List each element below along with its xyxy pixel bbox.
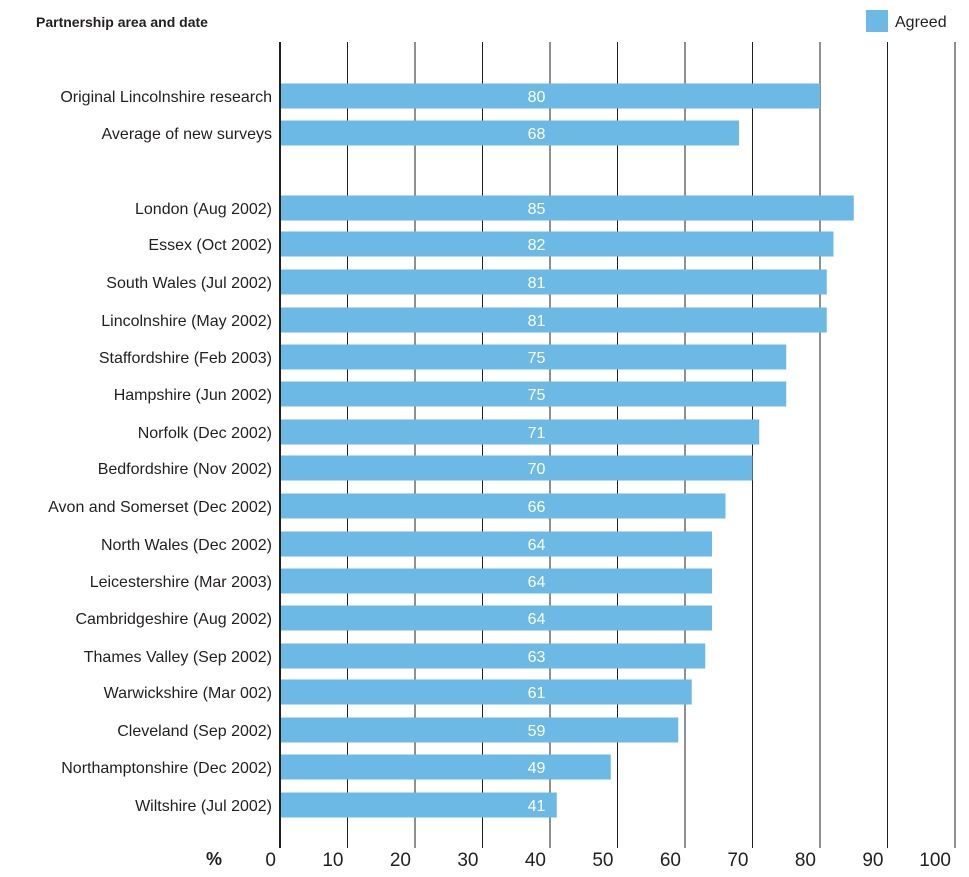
x-tick-label-20: 20 (390, 850, 411, 871)
x-tick-label-70: 70 (727, 850, 748, 871)
bar-value-label: 70 (528, 461, 546, 478)
chart-title: Partnership area and date (36, 14, 208, 30)
bar-value-label: 64 (528, 611, 546, 628)
category-label: Avon and Somerset (Dec 2002) (48, 499, 272, 516)
bar-north-wales-dec-2002 (281, 531, 712, 557)
bar-value-label: 41 (528, 798, 546, 815)
bar-lincolnshire-may-2002 (281, 307, 827, 333)
bar-value-label: 63 (528, 649, 546, 666)
category-label: Thames Valley (Sep 2002) (84, 649, 272, 666)
bar-bedfordshire-nov-2002 (281, 455, 753, 481)
bar-value-label: 68 (528, 126, 546, 143)
category-label: Hampshire (Jun 2002) (114, 387, 272, 404)
x-tick-label-90: 90 (862, 850, 883, 871)
category-label: Northamptonshire (Dec 2002) (61, 760, 272, 777)
bar-cambridgeshire-aug-2002 (281, 605, 712, 631)
category-label: Norfolk (Dec 2002) (138, 425, 272, 442)
legend-swatch-agreed (866, 10, 888, 32)
category-label: Cleveland (Sep 2002) (117, 723, 272, 740)
bar-value-label: 64 (528, 574, 546, 591)
bar-value-label: 75 (528, 350, 546, 367)
bar-value-label: 61 (528, 685, 546, 702)
legend-label-agreed: Agreed (895, 14, 947, 31)
bar-value-label: 59 (528, 723, 546, 740)
bar-value-label: 81 (528, 313, 546, 330)
category-label: London (Aug 2002) (135, 201, 272, 218)
bar-value-label: 66 (528, 499, 546, 516)
category-label: North Wales (Dec 2002) (101, 537, 272, 554)
x-tick-label-40: 40 (525, 850, 546, 871)
bar-hampshire-jun-2002 (281, 381, 787, 407)
bar-value-label: 64 (528, 537, 546, 554)
x-tick-label-30: 30 (457, 850, 478, 871)
x-tick-label-80: 80 (795, 850, 816, 871)
bars: 80 68 85 82 81 81 75 75 71 70 66 64 64 64 63 61 59 49 41 (281, 83, 854, 818)
bar-staffordshire-feb-2003 (281, 344, 787, 370)
category-label: Original Lincolnshire research (60, 89, 272, 106)
category-label: Essex (Oct 2002) (148, 237, 272, 254)
bar-warwickshire-mar-002 (281, 679, 692, 705)
bar-original-lincolnshire-research (281, 83, 820, 109)
bar-value-label: 75 (528, 387, 546, 404)
bar-london-aug-2002 (281, 195, 854, 221)
bar-northamptonshire-dec-2002 (281, 754, 611, 780)
category-label: Lincolnshire (May 2002) (101, 313, 272, 330)
x-axis-unit-label: % (206, 849, 222, 869)
bar-average-of-new-surveys (281, 120, 739, 146)
x-tick-label-60: 60 (660, 850, 681, 871)
bar-cleveland-sep-2002 (281, 717, 679, 743)
x-tick-label-0: 0 (265, 850, 276, 871)
category-label: Leicestershire (Mar 2003) (90, 574, 272, 591)
bar-value-label: 71 (528, 425, 546, 442)
x-tick-label-50: 50 (592, 850, 613, 871)
bar-avon-and-somerset-dec-2002 (281, 493, 726, 519)
bar-value-label: 81 (528, 275, 546, 292)
category-label: Staffordshire (Feb 2003) (99, 350, 272, 367)
bar-essex-oct-2002 (281, 231, 834, 257)
category-label: Cambridgeshire (Aug 2002) (75, 611, 272, 628)
bar-thames-valley-sep-2002 (281, 643, 706, 669)
x-tick-label-10: 10 (322, 850, 343, 871)
category-label: South Wales (Jul 2002) (106, 275, 272, 292)
x-axis-ticks: 0 10 20 30 40 50 60 70 80 90 100 (265, 850, 951, 871)
bar-wiltshire-jul-2002 (281, 792, 557, 818)
category-label: Warwickshire (Mar 002) (104, 685, 272, 702)
bar-value-label: 49 (528, 760, 546, 777)
bar-value-label: 82 (528, 237, 546, 254)
category-label: Wiltshire (Jul 2002) (135, 798, 272, 815)
category-labels: Original Lincolnshire research Average of… (48, 89, 272, 815)
category-label: Bedfordshire (Nov 2002) (98, 461, 272, 478)
bar-value-label: 85 (528, 201, 546, 218)
bar-norfolk-dec-2002 (281, 419, 760, 445)
bar-south-wales-jul-2002 (281, 269, 827, 295)
x-tick-label-100: 100 (919, 850, 951, 871)
bar-leicestershire-mar-2003 (281, 568, 712, 594)
gridlines (279, 42, 956, 848)
bar-value-label: 80 (528, 89, 546, 106)
category-label: Average of new surveys (102, 126, 272, 143)
